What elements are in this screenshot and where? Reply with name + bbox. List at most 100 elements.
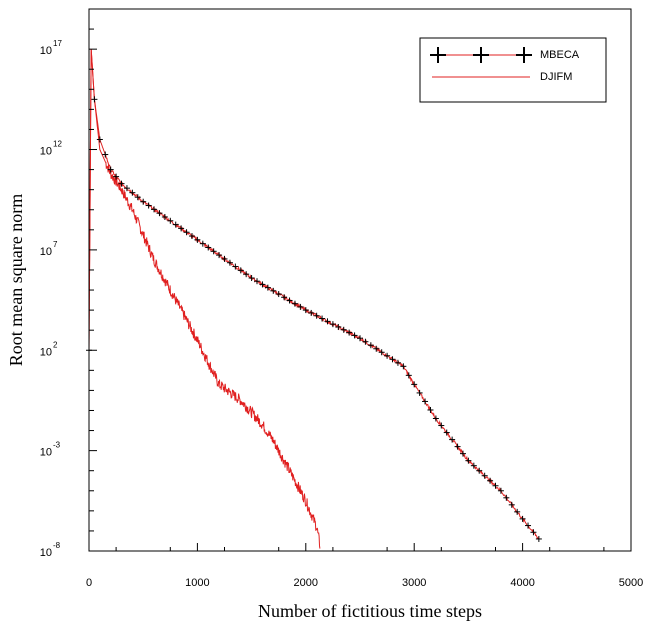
series-mbeca-marker — [443, 429, 450, 436]
series-mbeca-marker — [297, 303, 304, 310]
series-mbeca-marker — [243, 271, 250, 278]
x-tick-label-3000: 3000 — [402, 577, 426, 589]
legend-marker-mbeca — [473, 47, 489, 63]
series-mbeca-marker — [286, 297, 293, 304]
series-mbeca-marker — [454, 443, 461, 450]
x-axis-title: Number of fictitious time steps — [258, 601, 482, 621]
y-tick-label-base: 10 — [40, 547, 52, 559]
x-tick-label-2000: 2000 — [294, 577, 318, 589]
series-mbeca-marker — [394, 359, 401, 366]
series-mbeca-marker — [508, 501, 515, 508]
series-mbeca-marker — [183, 229, 190, 236]
series-mbeca-marker — [145, 202, 152, 209]
x-tick-label-5000: 5000 — [619, 577, 643, 589]
series-mbeca-marker — [367, 342, 374, 349]
series-mbeca-marker — [264, 284, 271, 291]
series-mbeca-marker — [389, 356, 396, 363]
series-mbeca-marker — [194, 236, 201, 243]
series-mbeca-marker — [340, 326, 347, 333]
series-mbeca-marker — [123, 185, 130, 192]
series-mbeca-marker — [481, 472, 488, 479]
series-mbeca-marker — [525, 522, 532, 529]
plot-frame — [88, 8, 632, 552]
series-mbeca-marker — [96, 136, 103, 143]
y-tick-label-exp: 7 — [53, 240, 58, 249]
series-mbeca-marker — [476, 467, 483, 474]
series-mbeca-marker — [134, 194, 141, 201]
legend-box — [419, 37, 607, 103]
legend-marker-mbeca — [430, 47, 446, 63]
series-mbeca-marker — [329, 321, 336, 328]
legend-items — [430, 47, 532, 78]
y-tick-label-exp: 2 — [53, 340, 58, 349]
series-mbeca-marker — [384, 352, 391, 359]
series-mbeca-marker — [438, 422, 445, 429]
series-mbeca-marker — [259, 281, 266, 288]
series-mbeca-marker — [514, 508, 521, 515]
x-tick-label-4000: 4000 — [510, 577, 534, 589]
y-axis-title: Root mean square norm — [6, 194, 26, 366]
series-mbeca-marker — [497, 487, 504, 494]
series-mbeca-marker — [519, 515, 526, 522]
series-mbeca-marker — [221, 255, 228, 262]
series-mbeca-marker — [199, 240, 206, 247]
series-mbeca-marker — [254, 278, 261, 285]
x-tick-label-0: 0 — [86, 577, 92, 589]
series-djifm-line — [88, 49, 321, 549]
series-mbeca-marker — [411, 381, 418, 388]
series-mbeca-marker — [432, 415, 439, 422]
y-tick-label-base: 10 — [40, 45, 52, 57]
series-mbeca-marker — [405, 372, 412, 379]
series-mbeca-marker — [492, 482, 499, 489]
series-mbeca-marker — [416, 389, 423, 396]
series-mbeca-marker — [319, 315, 326, 322]
axis-layer: 0 1000 2000 3000 4000 500010-810-310210710121… — [40, 8, 643, 589]
series-mbeca-marker — [226, 259, 233, 266]
series-mbeca-marker — [178, 225, 185, 232]
series-mbeca-marker — [459, 450, 466, 457]
series-mbeca-marker — [422, 398, 429, 405]
x-tick-label-1000: 1000 — [185, 577, 209, 589]
legend-label-djifm: DJIFM — [540, 71, 572, 83]
series-mbeca-marker — [357, 335, 363, 342]
series-mbeca-marker — [281, 294, 288, 301]
series-mbeca-marker — [530, 529, 537, 536]
legend: MBECA DJIFM — [419, 37, 607, 103]
series-mbeca-marker — [161, 213, 168, 220]
series-mbeca-marker — [156, 210, 163, 217]
y-tick-label-base: 10 — [40, 447, 52, 459]
y-tick-label-base: 10 — [40, 246, 52, 258]
series-mbeca-marker — [140, 198, 147, 205]
series-mbeca-marker — [232, 263, 239, 270]
series-mbeca-marker — [248, 274, 255, 281]
series-mbeca-marker — [302, 307, 309, 314]
series-mbeca-marker — [172, 221, 179, 228]
series-mbeca-marker — [449, 436, 456, 443]
series-mbeca-marker — [335, 323, 342, 330]
series-mbeca-marker — [102, 151, 109, 158]
series-mbeca-marker — [118, 180, 125, 187]
series-mbeca-marker — [91, 96, 98, 103]
y-tick-label-exp: -8 — [53, 541, 61, 550]
series-mbeca-marker — [270, 287, 277, 294]
series-mbeca-marker — [362, 338, 369, 345]
series-mbeca-marker — [113, 173, 120, 180]
series-layer — [86, 49, 542, 549]
series-mbeca-marker — [308, 309, 315, 316]
y-tick-label-exp: 12 — [53, 140, 62, 149]
series-mbeca-marker — [167, 217, 174, 224]
series-mbeca-marker — [487, 477, 494, 484]
series-mbeca-marker — [351, 332, 358, 339]
y-tick-label-exp: -3 — [53, 441, 61, 450]
series-mbeca-marker — [470, 462, 477, 469]
series-mbeca-marker — [378, 349, 385, 356]
y-tick-label-base: 10 — [40, 146, 52, 158]
series-mbeca-marker — [188, 233, 195, 240]
series-mbeca-marker — [313, 312, 320, 319]
series-mbeca-marker — [324, 318, 331, 325]
series-mbeca-marker — [373, 345, 380, 352]
series-mbeca-marker — [129, 189, 136, 196]
series-mbeca-marker — [205, 244, 212, 251]
